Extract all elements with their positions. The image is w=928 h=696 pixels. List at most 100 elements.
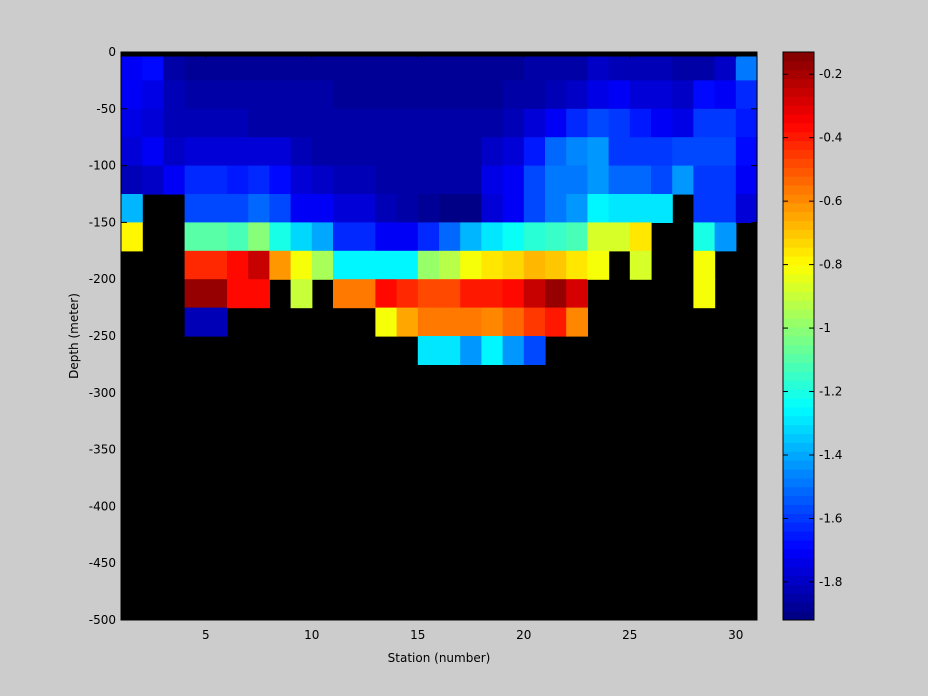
heat-cell [311,56,334,81]
heat-cell [735,80,758,110]
heat-cell [629,56,652,81]
heat-cell [629,108,652,138]
heat-cell [735,165,758,195]
heat-cell [396,165,419,195]
colorbar-swatch [783,69,814,80]
heat-cell [396,137,419,167]
heat-cell [269,165,292,195]
heat-cell [269,80,292,110]
heat-cell [311,194,334,223]
heat-cell [566,165,588,195]
heat-cell [735,194,758,223]
colorbar [782,51,815,621]
heat-cell [333,222,376,252]
heat-cell [460,279,482,309]
heat-cell [629,194,652,223]
heat-cell [142,108,164,138]
colorbar-tick-label: -1.6 [819,511,842,525]
heat-cell [545,250,567,280]
heat-cell [608,56,631,81]
heat-cell [566,307,588,337]
heat-cell [439,56,461,81]
x-tick-label: 10 [304,628,319,642]
heat-cell [163,56,186,81]
heat-cell [481,56,504,81]
heat-cell [396,80,419,110]
heat-cell [290,222,313,252]
heat-cell [523,250,546,280]
colorbar-tick-label: -0.4 [819,131,842,145]
heat-cell [587,108,610,138]
heat-cell [227,165,249,195]
heat-cell [629,250,652,280]
colorbar-swatch [783,256,814,266]
colorbar-swatch [783,282,814,293]
heat-cell [227,250,249,280]
heat-cell [333,108,376,138]
y-tick-label: -50 [96,102,116,116]
heat-cell [248,222,270,252]
colorbar-swatch [783,575,814,585]
heat-cell [502,137,525,167]
heat-cell [629,80,652,110]
heat-cell [248,279,270,309]
heat-cell [523,194,546,223]
colorbar-ticks: -0.2 -0.4 -0.6 -0.8 -1 -1.2 -1.4 -1.6 -1.8 [783,67,842,589]
colorbar-swatch [783,140,814,151]
heat-cell [651,165,673,195]
heat-cell [545,56,567,81]
heat-cell [735,137,758,167]
heat-cell [587,56,610,81]
heat-cell [502,279,525,309]
heat-cell [587,250,610,280]
colorbar-tick-label: -1.2 [819,385,842,399]
heat-cell [693,165,716,195]
heat-cell [375,194,398,223]
heat-cell [417,194,440,223]
heat-cell [523,108,546,138]
colorbar-swatch [783,371,814,381]
y-tick-label: -400 [89,499,116,513]
heat-cell [184,108,228,138]
heat-cell [587,137,610,167]
heat-cell [566,80,588,110]
heat-cell [290,56,313,81]
heat-cell [629,137,652,167]
heat-cell [672,56,694,81]
colorbar-swatch [783,238,814,248]
heatmap-cells [121,52,758,620]
heat-cell [460,222,482,252]
heat-cell [375,165,398,195]
heat-cell [714,194,737,223]
colorbar-swatch [783,433,814,443]
colorbar-tick-label: -1.8 [819,575,842,589]
colorbar-swatch [783,318,814,328]
heat-cell [417,80,440,110]
colorbar-tick-label: -0.8 [819,258,842,272]
x-tick-label: 15 [410,628,425,642]
y-axis: 0 -50 -100 -150 -200 -250 -300 -350 -400 -450 -500 [89,45,757,627]
colorbar-swatch [783,105,814,115]
colorbar-swatch [783,327,814,337]
heat-cell [545,279,567,309]
heat-cell [417,307,440,337]
heat-cell [375,222,398,252]
colorbar-tick-label: -0.2 [819,67,842,81]
heat-cell [460,250,482,280]
heat-cell [523,307,546,337]
heat-cell [735,108,758,138]
heat-cell [587,194,610,223]
heat-cell [608,108,631,138]
colorbar-swatch [783,611,814,621]
heat-cell [163,108,186,138]
heat-cell [523,222,546,252]
heat-cell [417,336,440,365]
heat-cell [545,137,567,167]
heat-cell [375,80,398,110]
colorbar-swatch [783,273,814,284]
heat-cell [248,56,270,81]
heat-cell [142,137,164,167]
heat-cell [121,56,143,81]
heat-cell [396,56,419,81]
heat-cell [333,137,376,167]
